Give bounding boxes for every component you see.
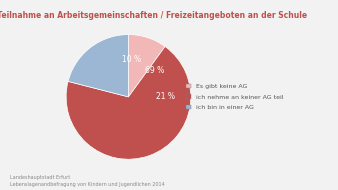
Wedge shape (66, 47, 191, 159)
Legend: Es gibt keine AG, ich nehme an keiner AG teil, ich bin in einer AG: Es gibt keine AG, ich nehme an keiner AG… (186, 84, 284, 110)
Text: Teilnahme an Arbeitsgemeinschaften / Freizeitangeboten an der Schule: Teilnahme an Arbeitsgemeinschaften / Fre… (0, 11, 307, 20)
Text: Landeshauptstadt Erfurt: Landeshauptstadt Erfurt (10, 175, 70, 180)
Text: Lebenslagenandbefragung von Kindern und Jugendlichen 2014: Lebenslagenandbefragung von Kindern und … (10, 182, 165, 187)
Text: 10 %: 10 % (122, 55, 141, 64)
Text: 69 %: 69 % (145, 66, 164, 75)
Wedge shape (128, 35, 165, 97)
Text: 21 %: 21 % (156, 92, 175, 101)
Wedge shape (68, 35, 128, 97)
